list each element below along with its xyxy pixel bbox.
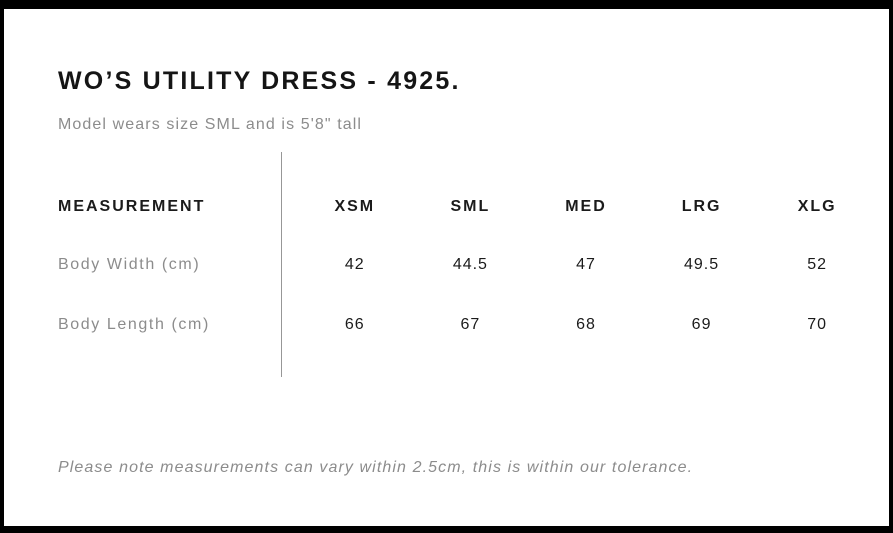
- body-length-xsm: 66: [344, 316, 365, 333]
- table-row-body-length: Body Length (cm) 66 67 68 69 70: [58, 311, 875, 339]
- body-width-xlg: 52: [807, 256, 828, 273]
- body-width-lrg: 49.5: [684, 256, 720, 273]
- body-width-sml: 44.5: [452, 256, 488, 273]
- size-header-xlg: XLG: [797, 198, 837, 215]
- model-size-note: Model wears size SML and is 5'8" tall: [58, 116, 363, 133]
- body-length-lrg: 69: [691, 316, 712, 333]
- table-header-row: MEASUREMENT XSM SML MED LRG XLG: [58, 193, 875, 221]
- size-chart-card: WO’S UTILITY DRESS - 4925. Model wears s…: [4, 9, 889, 526]
- product-title: WO’S UTILITY DRESS - 4925.: [58, 67, 461, 95]
- size-header-sml: SML: [450, 198, 491, 215]
- size-header-xsm: XSM: [334, 198, 376, 215]
- body-length-sml: 67: [460, 316, 481, 333]
- measurement-column-header: MEASUREMENT: [58, 198, 206, 215]
- row-label-body-length: Body Length (cm): [58, 316, 210, 333]
- size-header-lrg: LRG: [681, 198, 722, 215]
- body-length-xlg: 70: [807, 316, 828, 333]
- body-length-med: 68: [576, 316, 596, 333]
- table-row-body-width: Body Width (cm) 42 44.5 47 49.5 52: [58, 251, 875, 279]
- body-width-xsm: 42: [344, 256, 365, 273]
- body-width-med: 47: [576, 256, 596, 273]
- tolerance-note: Please note measurements can vary within…: [58, 459, 694, 476]
- size-header-med: MED: [565, 198, 607, 215]
- row-label-body-width: Body Width (cm): [58, 256, 201, 273]
- table-vertical-divider: [281, 152, 282, 377]
